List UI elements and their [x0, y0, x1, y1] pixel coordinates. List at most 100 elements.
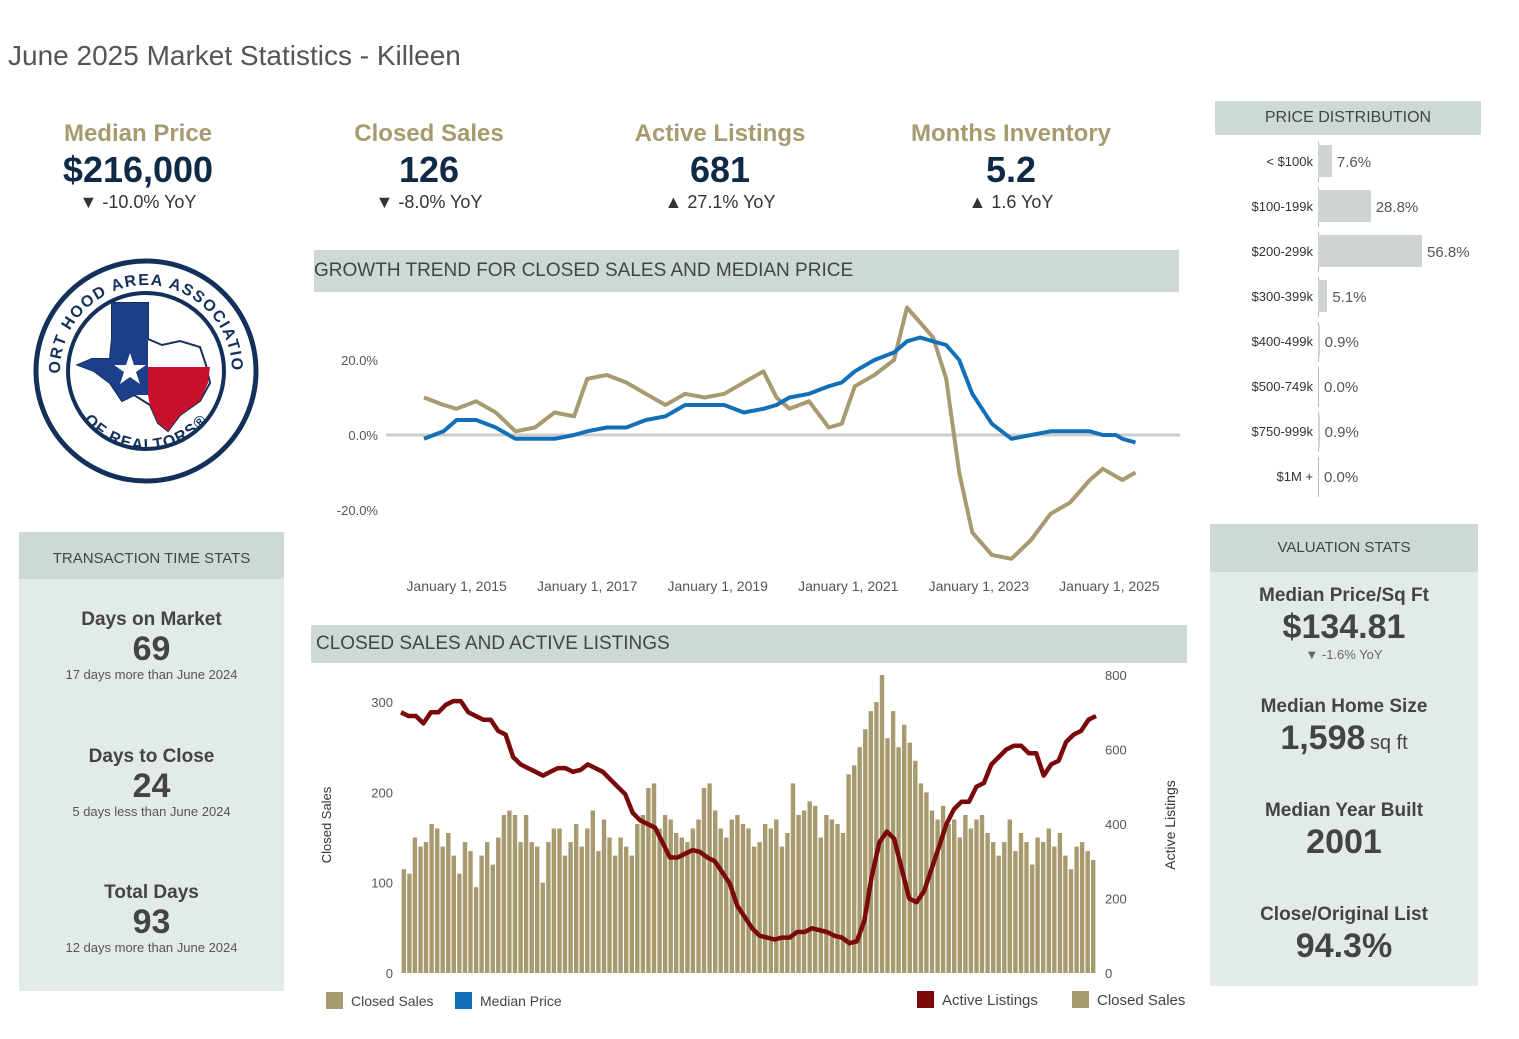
bar-closed-sales: [1046, 828, 1051, 973]
bar-closed-sales: [690, 828, 696, 973]
bar-closed-sales: [640, 815, 646, 973]
price-range-label: $100-199k: [1251, 199, 1313, 214]
bar-closed-sales: [496, 837, 501, 973]
stat-value: 2001: [1306, 823, 1382, 861]
price-distribution-bar: [1318, 280, 1328, 312]
legend-swatch: [1072, 991, 1089, 1008]
stat-note: 12 days more than June 2024: [65, 940, 238, 955]
bar-closed-sales: [852, 765, 857, 973]
bar-closed-sales: [907, 742, 912, 973]
bar-closed-sales: [451, 855, 456, 973]
bar-closed-sales: [1068, 869, 1074, 973]
days-to-close: Days to Close 24 5 days less than June 2…: [19, 746, 284, 819]
association-logo: FORT HOOD AREA ASSOCIATION OF REALTORS®: [30, 255, 259, 484]
price-distribution-row: < $100k 7.6%: [1215, 142, 1485, 182]
bar-closed-sales: [968, 828, 974, 973]
kpi-value: $216,000: [62, 149, 214, 190]
bar-closed-sales: [529, 842, 534, 973]
price-distribution-pct: 0.9%: [1324, 424, 1359, 441]
bar-closed-sales: [485, 842, 490, 973]
legend-swatch: [917, 991, 934, 1008]
x-tick-label: January 1, 2023: [929, 578, 1030, 594]
bar-closed-sales: [696, 819, 701, 973]
x-tick-label: January 1, 2021: [798, 578, 899, 594]
bar-closed-sales: [1074, 846, 1079, 973]
legend-swatch: [326, 992, 343, 1009]
bar-closed-sales: [540, 882, 545, 973]
kpi-yoy: ▼ -8.0% YoY: [375, 192, 483, 212]
bar-closed-sales: [585, 828, 590, 973]
bar-closed-sales: [929, 810, 935, 973]
bar-closed-sales: [1063, 855, 1068, 973]
bar-closed-sales: [779, 846, 785, 973]
bar-closed-sales: [979, 815, 985, 973]
kpi-yoy: ▼ -10.0% YoY: [79, 192, 197, 212]
bar-closed-sales: [740, 824, 746, 973]
bar-closed-sales: [435, 828, 440, 973]
valuation-header: VALUATION STATS: [1210, 524, 1478, 572]
price-distribution-pct: 0.0%: [1324, 469, 1359, 486]
growth-trend-chart: 20.0% 0.0% -20.0% January 1, 2015 January 1,…: [337, 305, 1180, 594]
price-distribution-pct: 5.1%: [1332, 289, 1367, 306]
bar-closed-sales: [785, 833, 790, 973]
price-distribution-row: $1M + 0.0%: [1215, 457, 1485, 497]
bar-closed-sales: [835, 824, 840, 973]
price-range-label: $300-399k: [1251, 289, 1313, 304]
bar-closed-sales: [824, 815, 829, 973]
series-line-active-listings: [400, 698, 1097, 946]
bar-closed-sales: [1052, 846, 1057, 973]
page-title: June 2025 Market Statistics - Killeen: [8, 40, 461, 71]
y-tick-label: 20.0%: [341, 353, 378, 368]
bar-closed-sales: [423, 842, 429, 973]
price-distribution-pct: 0.9%: [1324, 334, 1359, 351]
price-range-label: $1M +: [1276, 469, 1314, 484]
bar-closed-sales: [902, 724, 907, 973]
price-sqft-stat: Median Price/Sq Ft $134.81 ▼ -1.6% YoY: [1210, 585, 1478, 662]
bar-closed-sales: [940, 805, 946, 973]
price-distribution-row: $750-999k 0.9%: [1215, 412, 1485, 452]
bar-closed-sales: [612, 855, 618, 973]
bar-closed-sales: [457, 873, 462, 973]
bar-closed-sales: [1024, 842, 1029, 973]
stat-value: 69: [132, 630, 171, 668]
bar-closed-sales: [635, 824, 640, 973]
legend-label: Median Price: [480, 993, 562, 1009]
bar-closed-sales: [935, 819, 940, 973]
stat-value: 94.3%: [1295, 927, 1393, 965]
bar-closed-sales: [468, 851, 473, 973]
bar-closed-sales: [624, 846, 629, 973]
kpi-label: Median Price: [63, 120, 213, 147]
bar-closed-sales: [857, 747, 862, 973]
bar-closed-sales: [957, 837, 962, 973]
right-axis-title: Active Listings: [1162, 780, 1178, 869]
kpi-label: Months Inventory: [910, 120, 1111, 147]
series-line-closed-sales: [423, 305, 1137, 561]
bar-closed-sales: [1029, 864, 1035, 973]
kpi-yoy: ▲ 27.1% YoY: [664, 192, 776, 212]
year-built-stat: Median Year Built 2001: [1210, 800, 1478, 862]
stat-value: 1,598: [1280, 719, 1366, 757]
bar-closed-sales: [557, 828, 562, 973]
bar-closed-sales: [707, 783, 712, 973]
price-distribution-bar: [1318, 235, 1422, 267]
bar-closed-sales: [868, 711, 873, 973]
legend-swatch: [455, 992, 472, 1009]
left-axis-title: Closed Sales: [319, 786, 334, 863]
bar-closed-sales: [963, 815, 968, 973]
kpi-months-inventory: Months Inventory 5.2 ▲ 1.6 YoY: [881, 120, 1141, 213]
left-tick-label: 200: [371, 785, 393, 800]
bar-closed-sales: [985, 833, 990, 973]
bar-closed-sales: [440, 846, 445, 973]
bar-closed-sales: [568, 842, 573, 973]
price-distribution-row: $100-199k 28.8%: [1215, 187, 1485, 227]
bar-closed-sales: [1013, 851, 1018, 973]
legend-label: Closed Sales: [1097, 992, 1185, 1009]
bar-closed-sales: [1041, 842, 1046, 973]
bar-closed-sales: [685, 842, 690, 973]
bar-closed-sales: [946, 824, 951, 973]
right-tick-label: 0: [1105, 966, 1112, 981]
bar-closed-sales: [629, 855, 634, 973]
legend-label: Closed Sales: [351, 993, 434, 1009]
kpi-value: 126: [398, 149, 460, 190]
bar-closed-sales: [840, 833, 846, 973]
